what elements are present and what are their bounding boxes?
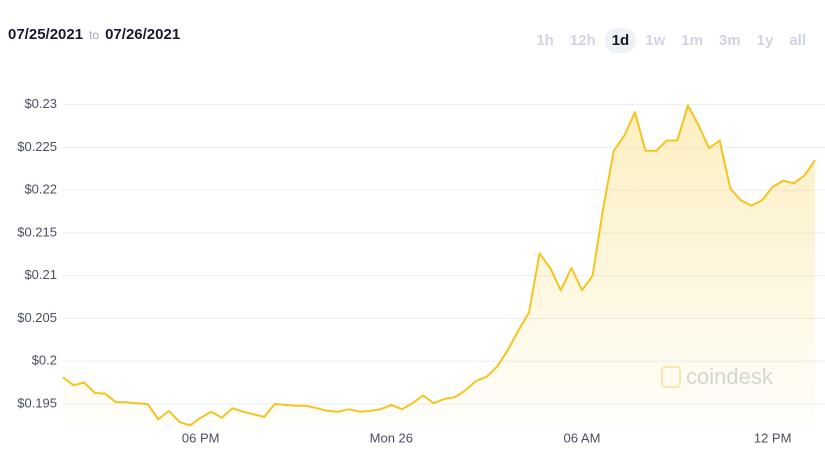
watermark-text: coindesk bbox=[686, 364, 774, 389]
y-tick-label: $0.22 bbox=[24, 182, 57, 197]
date-to: 07/26/2021 bbox=[105, 26, 181, 43]
range-button[interactable]: 1y bbox=[756, 32, 774, 49]
watermark: coindesk bbox=[661, 364, 774, 389]
to-word: to bbox=[89, 28, 100, 42]
y-tick-label: $0.21 bbox=[24, 267, 57, 282]
range-button[interactable]: 1w bbox=[645, 32, 666, 49]
range-button[interactable]: 3m bbox=[718, 32, 741, 49]
range-button[interactable]: 1m bbox=[681, 32, 703, 49]
range-buttons: 1h 12h 1d 1w 1m 3m 1y all bbox=[529, 28, 813, 53]
y-tick-label: $0.215 bbox=[17, 224, 57, 239]
x-tick-label: 06 AM bbox=[564, 430, 601, 445]
date-range: 07/25/2021 to 07/26/2021 bbox=[8, 26, 180, 43]
date-from: 07/25/2021 bbox=[8, 26, 84, 43]
range-button[interactable]: all bbox=[789, 32, 806, 49]
x-tick-label: 12 PM bbox=[754, 430, 792, 445]
y-tick-label: $0.195 bbox=[17, 395, 57, 410]
range-button[interactable]: 1d bbox=[604, 28, 637, 53]
area-fill bbox=[63, 105, 815, 429]
y-tick-label: $0.2 bbox=[32, 353, 57, 368]
x-tick-label: 06 PM bbox=[182, 430, 220, 445]
watermark-icon bbox=[661, 366, 681, 388]
x-tick-label: Mon 26 bbox=[370, 430, 413, 445]
price-line bbox=[62, 104, 816, 427]
y-tick-label: $0.225 bbox=[17, 139, 57, 154]
range-button[interactable]: 1h bbox=[536, 32, 554, 49]
range-button[interactable]: 12h bbox=[569, 32, 596, 49]
y-tick-label: $0.23 bbox=[24, 96, 57, 111]
y-tick-label: $0.205 bbox=[17, 310, 57, 325]
